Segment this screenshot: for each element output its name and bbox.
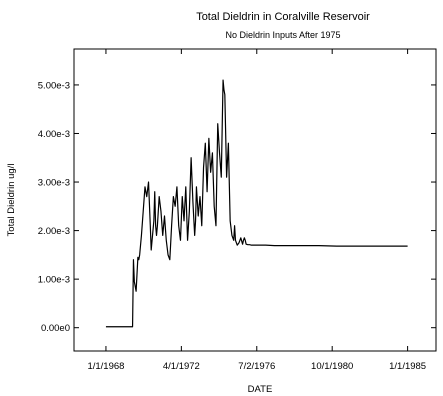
y-tick-label: 5.00e-3 bbox=[38, 80, 70, 91]
x-tick-label: 1/1/1985 bbox=[389, 361, 426, 372]
x-tick-label: 7/2/1976 bbox=[238, 361, 275, 372]
y-tick-label: 1.00e-3 bbox=[38, 275, 70, 286]
x-axis: 1/1/1968 4/1/1972 7/2/1976 10/1/1980 1/1/198… bbox=[87, 49, 426, 372]
chart-subtitle: No Dieldrin Inputs After 1975 bbox=[225, 30, 340, 40]
x-tick-label: 1/1/1968 bbox=[87, 361, 124, 372]
y-tick-label: 4.00e-3 bbox=[38, 129, 70, 140]
y-axis: 0.00e0 1.00e-3 2.00e-3 3.00e-3 4.00e-3 5.00e-… bbox=[38, 80, 436, 334]
y-axis-label: Total Dieldrin ug/l bbox=[6, 164, 17, 237]
chart-title: Total Dieldrin in Coralville Reservoir bbox=[196, 11, 370, 23]
x-tick-label: 10/1/1980 bbox=[311, 361, 353, 372]
y-tick-label: 2.00e-3 bbox=[38, 226, 70, 237]
x-tick-label: 4/1/1972 bbox=[163, 361, 200, 372]
series-line bbox=[105, 79, 408, 328]
y-tick-label: 3.00e-3 bbox=[38, 178, 70, 189]
x-axis-label: DATE bbox=[248, 384, 273, 395]
plot-frame bbox=[73, 48, 437, 352]
y-tick-label: 0.00e0 bbox=[41, 323, 70, 334]
